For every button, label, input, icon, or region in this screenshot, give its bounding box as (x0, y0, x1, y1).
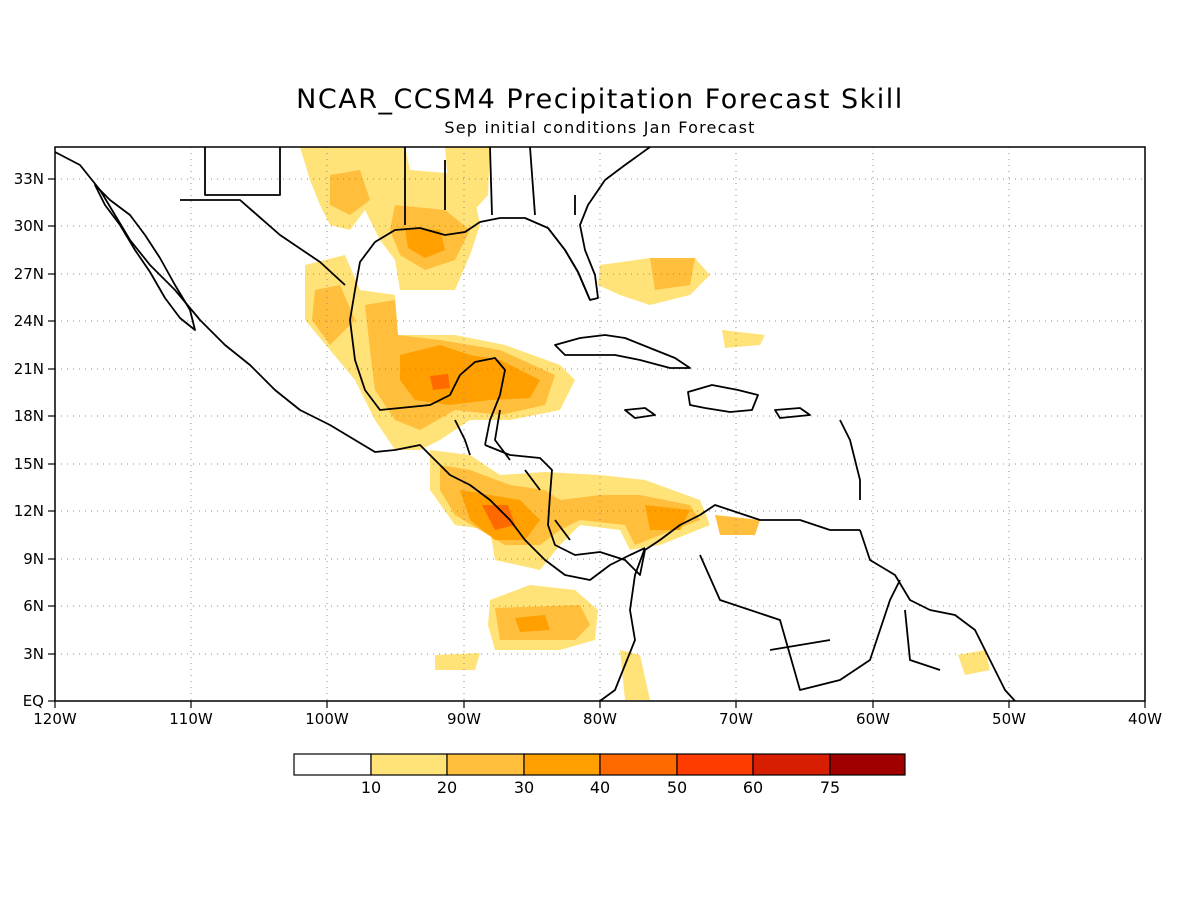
y-tick-label: 33N (14, 170, 44, 188)
colorbar: 10 20 30 40 50 60 75 (293, 753, 906, 797)
skill-region-colombia-pacific (435, 650, 650, 700)
x-tick-marks (54, 701, 1146, 708)
colorbar-swatch (599, 753, 678, 776)
colorbar-label: 75 (820, 778, 840, 797)
skill-region-bahamas-core (650, 258, 695, 290)
y-tick-label: 30N (14, 217, 44, 235)
colorbar-swatch (293, 753, 372, 776)
skill-region-yucatan-core (400, 345, 540, 405)
x-tick-label: 110W (169, 710, 213, 728)
y-tick-label: EQ (23, 692, 44, 710)
x-tick-label: 60W (856, 710, 890, 728)
skill-region-central-america-core (460, 490, 690, 540)
x-tick-label: 70W (719, 710, 753, 728)
colorbar-swatch (752, 753, 831, 776)
skill-region-venezuela-coast (715, 515, 760, 535)
skill-region-texas-core (330, 170, 370, 215)
y-tick-label: 15N (14, 455, 44, 473)
y-tick-label: 9N (23, 550, 44, 568)
y-tick-label: 12N (14, 502, 44, 520)
y-tick-label: 6N (23, 597, 44, 615)
x-tick-label: 120W (33, 710, 77, 728)
y-tick-label: 24N (14, 312, 44, 330)
colorbar-swatch (829, 753, 906, 776)
y-tick-label: 18N (14, 407, 44, 425)
colorbar-label: 10 (361, 778, 381, 797)
x-tick-label: 80W (583, 710, 617, 728)
map-gridlines (55, 147, 1145, 701)
y-tick-marks (48, 178, 55, 702)
skill-region-central-america-max (482, 505, 515, 530)
skill-region-yucatan-max (430, 374, 450, 390)
skill-region-florida-east (445, 147, 490, 215)
y-tick-label: 3N (23, 645, 44, 663)
colorbar-label: 40 (590, 778, 610, 797)
colorbar-label: 50 (667, 778, 687, 797)
chart-subtitle: Sep initial conditions Jan Forecast (444, 118, 756, 137)
coastlines (55, 147, 1016, 701)
colorbar-swatch (523, 753, 601, 776)
colorbar-swatch (676, 753, 754, 776)
y-tick-label: 21N (14, 360, 44, 378)
colorbar-swatch (370, 753, 448, 776)
x-tick-label: 100W (305, 710, 349, 728)
y-tick-labels: EQ 3N 6N 9N 12N 15N 18N 21N 24N 27N 30N … (14, 170, 44, 710)
colorbar-label: 20 (437, 778, 457, 797)
colorbar-label: 60 (743, 778, 763, 797)
skill-region-french-guiana (958, 650, 990, 675)
skill-region-louisiana-core (405, 228, 445, 258)
x-tick-label: 50W (992, 710, 1026, 728)
y-tick-label: 27N (14, 265, 44, 283)
x-tick-label: 90W (447, 710, 481, 728)
x-tick-label: 40W (1128, 710, 1162, 728)
x-tick-labels: 120W 110W 100W 90W 80W 70W 60W 50W 40W (33, 710, 1162, 728)
chart-title: NCAR_CCSM4 Precipitation Forecast Skill (296, 84, 904, 115)
colorbar-label: 30 (514, 778, 534, 797)
skill-region-bahamas (598, 258, 765, 348)
colorbar-swatch (446, 753, 525, 776)
skill-region-pacific-core (515, 615, 550, 632)
